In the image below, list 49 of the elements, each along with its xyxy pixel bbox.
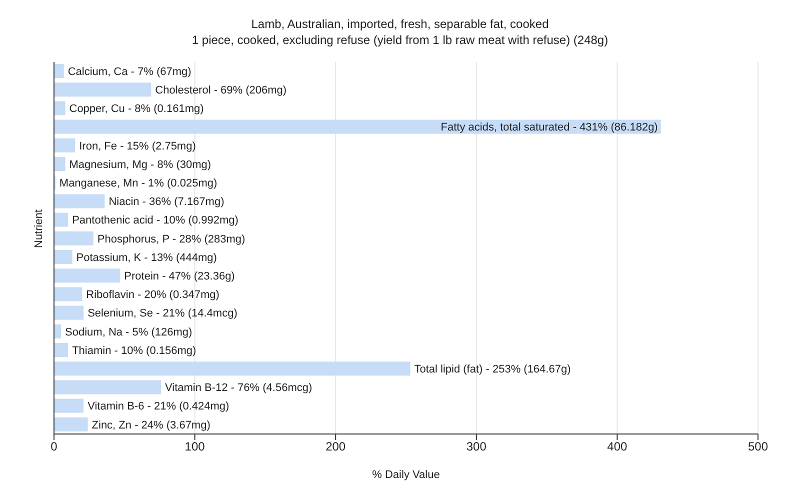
bar bbox=[54, 101, 66, 116]
x-axis-title: % Daily Value bbox=[372, 469, 440, 481]
bar bbox=[54, 362, 410, 376]
bar bbox=[54, 250, 72, 264]
x-tick-label: 400 bbox=[607, 440, 628, 454]
category-label: Vitamin B-12 - 76% (4.56mcg) bbox=[165, 382, 312, 394]
bar bbox=[54, 82, 152, 97]
category-label: Phosphorus, P - 28% (283mg) bbox=[97, 233, 246, 246]
y-axis-title: Nutrient bbox=[32, 209, 45, 248]
bar bbox=[54, 157, 66, 171]
bar bbox=[54, 343, 68, 357]
chart-title: Lamb, Australian, imported, fresh, separable fat, cooked bbox=[250, 16, 550, 32]
x-tick-label: 500 bbox=[748, 440, 768, 454]
category-label: Selenium, Se - 21% (14.4mcg) bbox=[88, 308, 238, 320]
bar bbox=[54, 417, 88, 432]
category-label: Total lipid (fat) - 253% (164.67g) bbox=[414, 363, 571, 376]
bar bbox=[54, 324, 62, 338]
bar bbox=[54, 120, 661, 134]
bar bbox=[54, 212, 68, 227]
category-label: Calcium, Ca - 7% (67mg) bbox=[68, 66, 192, 78]
category-label: Fatty acids, total saturated - 431% (86.182g) bbox=[440, 122, 658, 134]
category-label: Sodium, Na - 5% (126mg) bbox=[65, 326, 192, 338]
category-label: Riboflavin - 20% (0.347mg) bbox=[86, 289, 220, 302]
bar bbox=[54, 64, 64, 78]
chart-subtitle: 1 piece, cooked, excluding refuse (yield from 1 lb raw meat with refuse) (248g) bbox=[190, 32, 610, 48]
category-label: Vitamin B-6 - 21% (0.424mg) bbox=[88, 400, 230, 413]
bar bbox=[54, 194, 105, 208]
category-label: Pantothenic acid - 10% (0.992mg) bbox=[72, 214, 238, 227]
bar bbox=[54, 380, 162, 394]
category-label: Iron, Fe - 15% (2.75mg) bbox=[79, 140, 196, 152]
bar bbox=[54, 231, 94, 246]
category-label: Magnesium, Mg - 8% (30mg) bbox=[69, 158, 212, 171]
bar bbox=[54, 306, 84, 320]
category-label: Copper, Cu - 8% (0.161mg) bbox=[69, 103, 204, 116]
bar bbox=[54, 138, 76, 152]
x-tick-label: 0 bbox=[50, 440, 58, 454]
category-label: Protein - 47% (23.36g) bbox=[124, 270, 235, 282]
x-tick-label: 100 bbox=[184, 440, 206, 454]
category-label: Niacin - 36% (7.167mg) bbox=[108, 196, 224, 208]
category-label: Thiamin - 10% (0.156mg) bbox=[72, 344, 196, 357]
bar bbox=[54, 287, 82, 302]
x-tick-label: 300 bbox=[466, 440, 487, 454]
category-label: Zinc, Zn - 24% (3.67mg) bbox=[92, 419, 210, 432]
bar bbox=[54, 398, 84, 413]
category-label: Potassium, K - 13% (444mg) bbox=[76, 252, 217, 264]
category-label: Cholesterol - 69% (206mg) bbox=[155, 84, 287, 96]
category-label: Manganese, Mn - 1% (0.025mg) bbox=[59, 177, 218, 190]
bar bbox=[54, 268, 120, 283]
x-tick-label: 200 bbox=[326, 440, 346, 454]
